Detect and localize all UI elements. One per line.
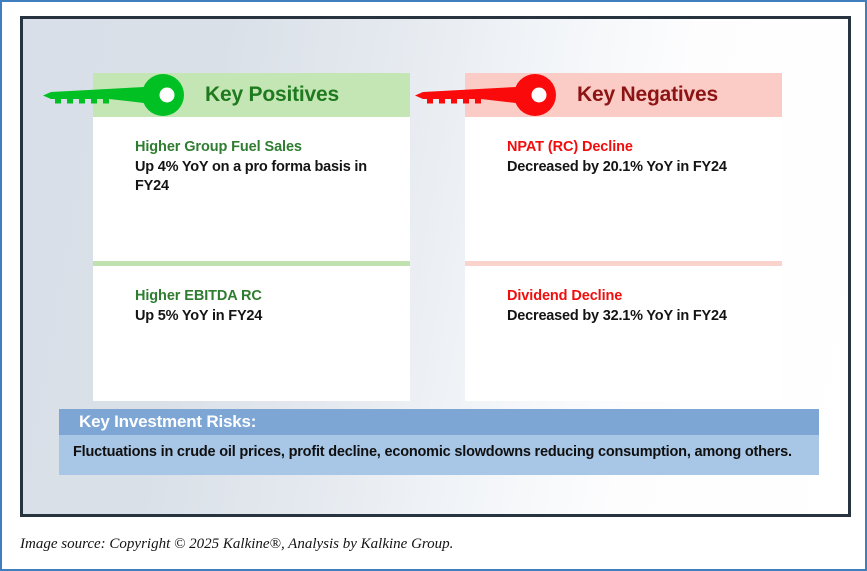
key-icon [413, 73, 573, 117]
gradient-panel: Key Positives Higher Group Fuel Sales Up… [20, 16, 851, 517]
key-positives-title: Key Positives [205, 83, 339, 106]
positive-item-2-text: Up 5% YoY in FY24 [135, 308, 263, 324]
positive-item-2-title: Higher EBITDA RC [135, 288, 262, 304]
negative-item-1-text: Decreased by 20.1% YoY in FY24 [507, 159, 727, 175]
key-investment-risks-title: Key Investment Risks: [79, 412, 257, 431]
negative-item-1: NPAT (RC) Decline Decreased by 20.1% YoY… [465, 117, 782, 261]
key-positives-body: Higher Group Fuel Sales Up 4% YoY on a p… [93, 117, 410, 401]
key-icon [41, 73, 201, 117]
negative-item-2: Dividend Decline Decreased by 32.1% YoY … [465, 266, 782, 401]
key-investment-risks-text: Fluctuations in crude oil prices, profit… [73, 444, 792, 460]
positive-divider [93, 261, 410, 266]
key-investment-risks: Key Investment Risks: Fluctuations in cr… [59, 409, 819, 476]
positive-item-1: Higher Group Fuel Sales Up 4% YoY on a p… [93, 117, 410, 261]
positive-item-2: Higher EBITDA RC Up 5% YoY in FY24 [93, 266, 410, 401]
key-negatives-body: NPAT (RC) Decline Decreased by 20.1% YoY… [465, 117, 782, 401]
negative-item-2-title: Dividend Decline [507, 288, 623, 304]
key-positives-column: Key Positives Higher Group Fuel Sales Up… [43, 73, 410, 401]
negative-item-2-text: Decreased by 32.1% YoY in FY24 [507, 308, 727, 324]
negative-divider [465, 261, 782, 266]
key-investment-risks-header: Key Investment Risks: [59, 409, 819, 435]
key-negatives-title: Key Negatives [577, 83, 718, 106]
key-negatives-column: Key Negatives NPAT (RC) Decline Decrease… [415, 73, 782, 401]
positive-item-1-text: Up 4% YoY on a pro forma basis in FY24 [135, 159, 367, 195]
key-positives-header: Key Positives [43, 73, 410, 117]
key-investment-risks-body: Fluctuations in crude oil prices, profit… [59, 435, 819, 476]
image-source-text: Image source: Copyright © 2025 Kalkine®,… [20, 536, 454, 552]
key-negatives-header: Key Negatives [415, 73, 782, 117]
negative-item-1-title: NPAT (RC) Decline [507, 139, 633, 155]
positive-item-1-title: Higher Group Fuel Sales [135, 139, 302, 155]
footer: Image source: Copyright © 2025 Kalkine®,… [20, 535, 720, 553]
